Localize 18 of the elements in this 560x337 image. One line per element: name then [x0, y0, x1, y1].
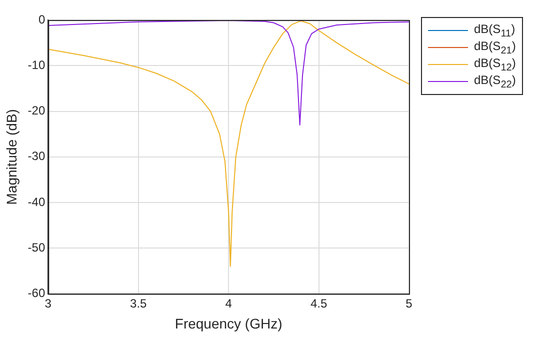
legend-label: dB(S$_{21}$)	[474, 38, 516, 56]
y-tick-label: -10	[28, 58, 46, 72]
x-tick-label: 5	[406, 296, 413, 310]
y-axis-title: Magnitude (dB)	[3, 109, 20, 205]
legend-label: dB(S$_{11}$)	[474, 22, 516, 40]
x-tick-label: 3	[44, 296, 52, 310]
x-tick-label: 4.5	[310, 296, 328, 310]
y-tick-label: -40	[28, 194, 46, 209]
legend-label: dB(S$_{12}$)	[474, 56, 516, 74]
legend-label: dB(S$_{22}$)	[474, 72, 516, 90]
y-tick-label: -50	[28, 240, 46, 254]
y-tick-label: -60	[28, 286, 46, 300]
x-axis-title: Frequency (GHz)	[174, 315, 282, 332]
y-tick-label: 0	[38, 12, 46, 26]
y-tick-label: -30	[28, 149, 46, 164]
y-tick-label: -20	[28, 104, 46, 118]
x-tick-label: 3.5	[130, 296, 148, 310]
x-tick-label: 4	[225, 296, 232, 310]
